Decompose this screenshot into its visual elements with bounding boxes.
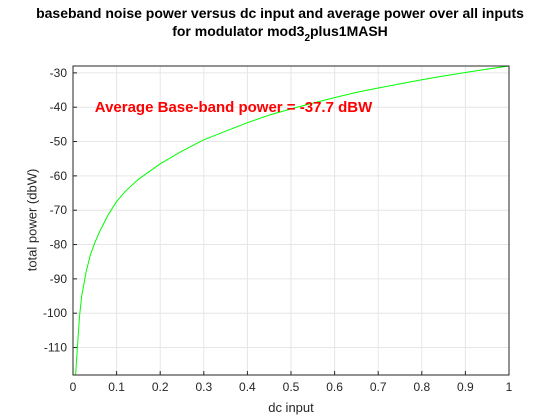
chart-title: baseband noise power versus dc input and…	[0, 5, 560, 21]
y-tick-label: -110	[44, 341, 67, 355]
y-tick-label: -80	[50, 238, 68, 252]
y-tick-label: -90	[50, 272, 68, 286]
x-tick-label: 0	[70, 380, 77, 394]
x-tick-label: 0.9	[457, 380, 474, 394]
y-tick-label: -70	[50, 203, 68, 217]
y-tick-label: -30	[50, 66, 68, 80]
title-line-2-suffix: plus1MASH	[310, 23, 388, 39]
x-tick-label: 0.1	[108, 380, 125, 394]
x-axis-label: dc input	[73, 400, 509, 415]
y-axis-label: total power (dbW)	[25, 169, 40, 272]
x-tick-label: 0.2	[152, 380, 169, 394]
chart-title-line-2: for modulator mod32plus1MASH	[0, 23, 560, 44]
x-tick-label: 0.3	[195, 380, 212, 394]
x-tick-label: 0.6	[326, 380, 343, 394]
y-tick-label: -50	[50, 135, 68, 149]
x-tick-label: 1	[506, 380, 513, 394]
x-tick-label: 0.5	[283, 380, 300, 394]
y-tick-label: -100	[43, 306, 67, 320]
title-line-2-prefix: for modulator mod3	[172, 23, 304, 39]
average-power-annotation: Average Base-band power = -37.7 dBW	[95, 99, 373, 116]
x-tick-label: 0.4	[239, 380, 256, 394]
x-tick-label: 0.7	[370, 380, 387, 394]
y-tick-label: -40	[50, 100, 68, 114]
y-tick-label: -60	[50, 169, 68, 183]
x-tick-label: 0.8	[413, 380, 430, 394]
